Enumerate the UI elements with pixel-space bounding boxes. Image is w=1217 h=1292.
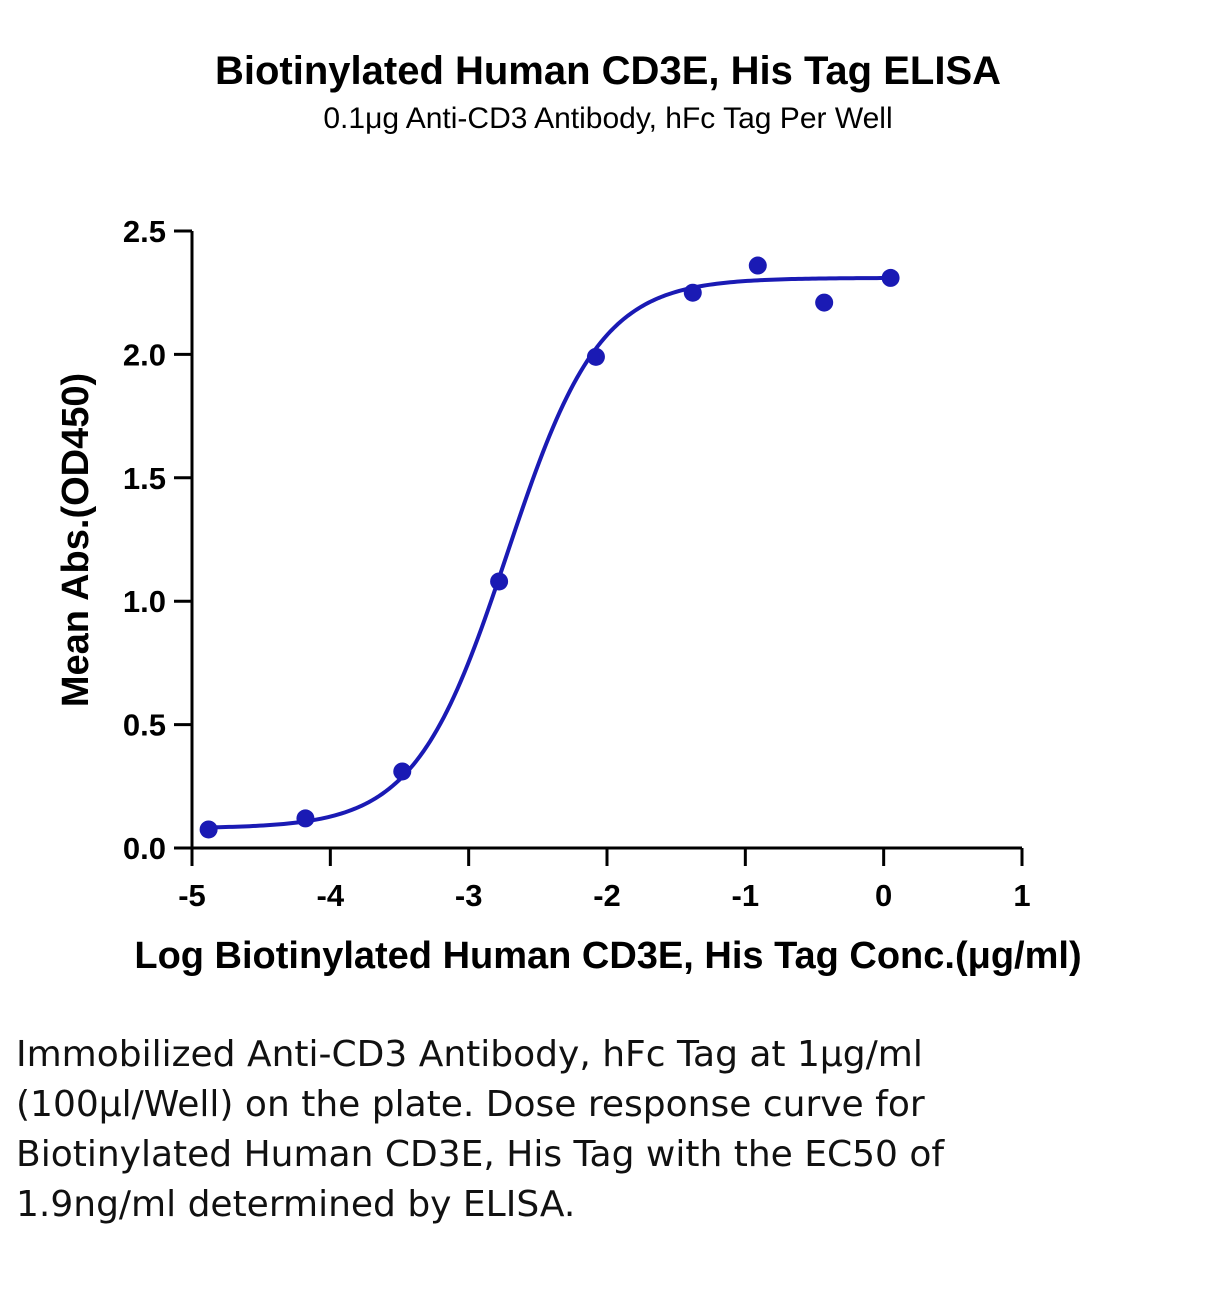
x-tick-label: -2 bbox=[593, 878, 621, 913]
x-tick-label: 0 bbox=[875, 878, 892, 913]
x-tick-label: -4 bbox=[317, 878, 345, 913]
x-axis-label: Log Biotinylated Human CD3E, His Tag Con… bbox=[134, 935, 1081, 977]
data-point bbox=[296, 809, 315, 828]
x-tick-label: 1 bbox=[1013, 878, 1030, 913]
data-point bbox=[748, 256, 767, 275]
y-axis-ticks: 0.0 0.5 1.0 1.5 2.0 2.5 bbox=[123, 214, 192, 866]
data-point bbox=[393, 762, 412, 781]
elisa-chart: Biotinylated Human CD3E, His Tag ELISA 0… bbox=[55, 49, 1082, 977]
x-tick-label: -1 bbox=[732, 878, 760, 913]
y-axis-label: Mean Abs.(OD450) bbox=[55, 373, 97, 707]
x-axis-ticks: -5 -4 -3 -2 -1 0 1 bbox=[178, 848, 1031, 913]
x-tick-label: -3 bbox=[455, 878, 483, 913]
y-tick-label: 0.0 bbox=[123, 831, 166, 866]
y-tick-label: 1.0 bbox=[123, 584, 166, 619]
data-point bbox=[815, 293, 834, 312]
data-point bbox=[683, 283, 702, 302]
data-point bbox=[586, 347, 605, 366]
figure-caption: Immobilized Anti-CD3 Antibody, hFc Tag a… bbox=[16, 1034, 945, 1225]
fit-curve bbox=[208, 276, 891, 830]
y-tick-label: 2.5 bbox=[123, 214, 166, 249]
data-point bbox=[490, 572, 509, 591]
x-tick-label: -5 bbox=[178, 878, 206, 913]
axes bbox=[190, 231, 1022, 850]
chart-subtitle: 0.1μg Anti-CD3 Antibody, hFc Tag Per Wel… bbox=[323, 102, 892, 135]
y-tick-label: 1.5 bbox=[123, 461, 166, 496]
y-tick-label: 2.0 bbox=[123, 337, 166, 372]
chart-title: Biotinylated Human CD3E, His Tag ELISA bbox=[215, 49, 1001, 93]
data-point bbox=[881, 268, 900, 287]
data-points bbox=[199, 256, 900, 839]
y-tick-label: 0.5 bbox=[123, 708, 166, 743]
data-point bbox=[199, 820, 218, 839]
